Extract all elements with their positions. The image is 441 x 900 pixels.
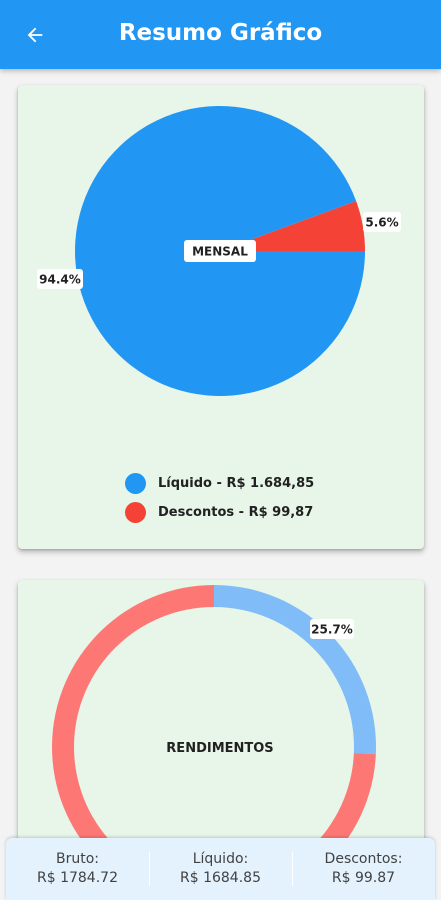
pie-label-liquido-text: 94.4% [39, 273, 81, 287]
stat-descontos: Descontos: R$ 99.87 [292, 838, 435, 900]
pie-label-descontos-bg [363, 212, 401, 232]
summary-bar: Bruto: R$ 1784.72 Líquido: R$ 1684.85 De… [6, 838, 435, 900]
pie-label-liquido-bg [37, 269, 83, 289]
stat-liquido: Líquido: R$ 1684.85 [149, 838, 292, 900]
stat-value: R$ 99.87 [331, 870, 396, 886]
stat-value: R$ 1784.72 [37, 870, 118, 886]
arrow-back-icon [27, 27, 43, 43]
page-title: Resumo Gráfico [118, 20, 323, 46]
stat-label: Descontos: [324, 851, 403, 867]
legend-dot-liquido [125, 473, 146, 494]
legend-label: Descontos - R$ 99,87 [158, 505, 314, 520]
monthly-chart-card: 5.6% 94.4% MENSAL Líquido - R$ 1.684,85 De… [18, 85, 424, 549]
pie-slice-descontos [220, 201, 365, 251]
pie-center-label-text: MENSAL [192, 245, 248, 259]
legend-label: Líquido - R$ 1.684,85 [158, 476, 315, 491]
pie-label-descontos-text: 5.6% [365, 216, 398, 230]
stat-bruto: Bruto: R$ 1784.72 [6, 838, 149, 900]
rendimentos-donut-chart: 25.7% RENDIMENTOS [52, 585, 376, 880]
stat-label: Bruto: [55, 851, 99, 867]
legend-dot-descontos [125, 502, 146, 523]
back-button[interactable] [18, 18, 52, 52]
pie-center-label: MENSAL [184, 240, 256, 262]
donut-center-label: RENDIMENTOS [166, 741, 273, 756]
stat-label: Líquido: [192, 851, 249, 867]
legend-item-liquido: Líquido - R$ 1.684,85 [125, 469, 314, 498]
monthly-pie-chart: 5.6% 94.4% MENSAL [37, 105, 401, 396]
pie-center-label-bg [184, 240, 256, 262]
donut-label-1-text: 25.7% [311, 623, 353, 637]
pie-label-liquido: 94.4% [37, 269, 83, 289]
donut-label-1-bg [310, 619, 354, 639]
donut-label-1: 25.7% [310, 619, 354, 639]
app-bar: Resumo Gráfico [0, 0, 441, 69]
chart-legend: Líquido - R$ 1.684,85 Descontos - R$ 99,… [125, 469, 314, 527]
legend-item-descontos: Descontos - R$ 99,87 [125, 498, 314, 527]
pie-label-descontos: 5.6% [363, 212, 401, 232]
donut-slice-1 [214, 585, 376, 755]
stat-value: R$ 1684.85 [180, 870, 261, 886]
rendimentos-chart-card: 25.7% RENDIMENTOS [18, 580, 424, 880]
